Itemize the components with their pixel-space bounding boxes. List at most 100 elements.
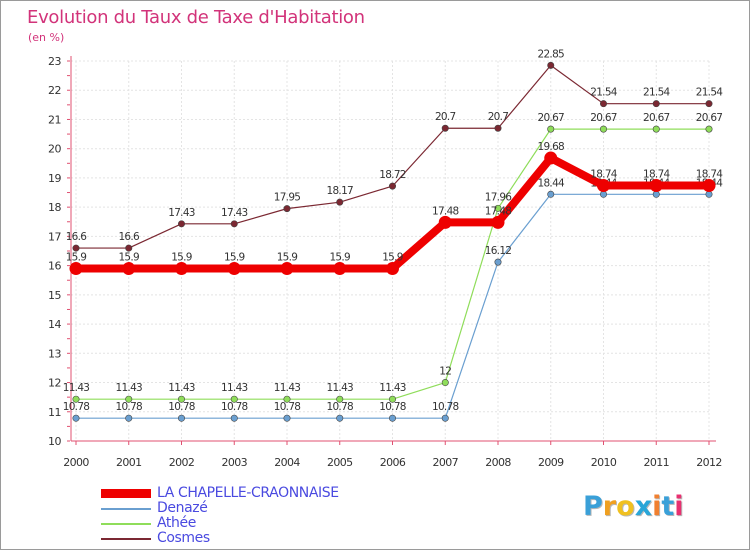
data-point-denaze <box>705 190 713 198</box>
data-label-athee: 17.96 <box>485 191 513 203</box>
data-point-cosmes <box>494 124 502 132</box>
y-unit-label: (en %) <box>28 31 65 44</box>
data-label-cosmes: 17.43 <box>168 207 195 219</box>
data-point-athee <box>388 395 396 403</box>
data-point-athee <box>599 125 607 133</box>
data-point-cosmes <box>652 100 660 108</box>
data-point-cosmes <box>72 244 80 252</box>
data-point-cosmes <box>336 198 344 206</box>
y-tick-label: 18 <box>48 201 61 214</box>
data-point-la-chapelle-craonnaise <box>69 262 83 276</box>
x-tick-label: 2008 <box>485 456 511 469</box>
data-label-cosmes: 18.17 <box>326 185 353 197</box>
data-label-denaze: 10.78 <box>379 401 406 413</box>
x-tick-label: 2012 <box>696 456 722 469</box>
data-label-la-chapelle-craonnaise: 17.48 <box>485 205 512 217</box>
data-label-denaze: 10.78 <box>274 401 301 413</box>
y-tick-label: 14 <box>48 318 61 331</box>
legend: LA CHAPELLE-CRAONNAISE Denazé Athée Cosm… <box>101 485 421 546</box>
data-point-denaze <box>336 414 344 422</box>
y-tick-label: 20 <box>48 143 61 156</box>
data-label-denaze: 10.78 <box>63 401 90 413</box>
data-point-denaze <box>72 414 80 422</box>
legend-item-denaze: Denazé <box>101 500 421 516</box>
data-point-cosmes <box>547 61 555 69</box>
data-label-cosmes: 21.54 <box>643 87 671 99</box>
data-point-athee <box>547 125 555 133</box>
data-label-denaze: 10.78 <box>168 401 195 413</box>
data-point-denaze <box>652 190 660 198</box>
data-point-la-chapelle-craonnaise <box>544 151 558 165</box>
legend-label: Athée <box>157 515 196 531</box>
data-point-la-chapelle-craonnaise <box>491 215 505 229</box>
data-point-denaze <box>547 190 555 198</box>
y-tick-label: 21 <box>48 113 61 126</box>
data-label-la-chapelle-craonnaise: 19.68 <box>537 141 564 153</box>
y-tick-label: 12 <box>48 377 61 390</box>
x-tick-label: 2009 <box>538 456 564 469</box>
data-label-athee: 11.43 <box>326 382 353 394</box>
data-label-athee: 11.43 <box>168 382 195 394</box>
y-tick-label: 16 <box>48 260 61 273</box>
data-point-la-chapelle-craonnaise <box>438 215 452 229</box>
data-point-athee <box>178 395 186 403</box>
data-point-denaze <box>125 414 133 422</box>
data-point-athee <box>230 395 238 403</box>
data-label-athee: 11.43 <box>63 382 90 394</box>
data-label-cosmes: 21.54 <box>590 87 618 99</box>
data-label-denaze: 10.78 <box>432 401 459 413</box>
x-tick-label: 2000 <box>63 456 89 469</box>
x-tick-label: 2003 <box>221 456 247 469</box>
data-label-la-chapelle-craonnaise: 18.74 <box>696 169 724 181</box>
data-point-la-chapelle-craonnaise <box>386 262 399 276</box>
data-label-denaze: 10.78 <box>326 401 353 413</box>
data-point-la-chapelle-craonnaise <box>649 179 663 193</box>
data-label-athee: 20.67 <box>590 112 617 124</box>
data-point-denaze <box>230 414 238 422</box>
data-label-la-chapelle-craonnaise: 15.9 <box>329 252 350 264</box>
data-label-cosmes: 20.7 <box>435 111 456 123</box>
data-label-cosmes: 16.6 <box>118 231 140 243</box>
data-point-la-chapelle-craonnaise <box>280 262 294 276</box>
data-point-denaze <box>283 414 291 422</box>
y-tick-label: 19 <box>48 172 61 185</box>
data-label-denaze: 18.44 <box>537 177 565 189</box>
data-label-athee: 11.43 <box>221 382 248 394</box>
data-label-la-chapelle-craonnaise: 18.74 <box>590 169 618 181</box>
x-tick-label: 2005 <box>327 456 353 469</box>
data-point-cosmes <box>230 220 238 228</box>
data-label-la-chapelle-craonnaise: 15.9 <box>224 252 245 264</box>
data-point-athee <box>705 125 713 133</box>
x-tick-label: 2011 <box>643 456 669 469</box>
data-point-la-chapelle-craonnaise <box>702 179 716 193</box>
data-point-la-chapelle-craonnaise <box>175 262 188 276</box>
data-point-la-chapelle-craonnaise <box>333 262 347 276</box>
data-label-athee: 12 <box>439 366 451 378</box>
y-tick-label: 10 <box>48 435 61 448</box>
y-tick-label: 17 <box>48 230 61 243</box>
data-point-la-chapelle-craonnaise <box>597 179 610 193</box>
legend-swatch <box>101 523 151 525</box>
legend-label: Denazé <box>157 500 208 516</box>
data-point-denaze <box>178 414 186 422</box>
legend-label: LA CHAPELLE-CRAONNAISE <box>157 485 339 501</box>
legend-item-la-chapelle-craonnaise: LA CHAPELLE-CRAONNAISE <box>101 485 421 501</box>
data-label-athee: 20.67 <box>696 112 723 124</box>
data-point-athee <box>494 204 502 212</box>
data-label-la-chapelle-craonnaise: 15.9 <box>118 252 139 264</box>
data-label-la-chapelle-craonnaise: 15.9 <box>382 252 403 264</box>
data-point-denaze <box>599 190 607 198</box>
legend-item-athee: Athée <box>101 515 421 531</box>
data-label-denaze: 16.12 <box>485 245 512 257</box>
data-label-cosmes: 16.6 <box>66 231 88 243</box>
data-label-cosmes: 22.85 <box>537 48 564 60</box>
data-point-cosmes <box>705 100 713 108</box>
plot-area <box>71 61 711 441</box>
data-point-denaze <box>494 258 502 266</box>
data-point-athee <box>125 395 133 403</box>
data-label-denaze: 10.78 <box>221 401 248 413</box>
data-label-athee: 20.67 <box>643 112 670 124</box>
data-label-cosmes: 20.7 <box>488 111 509 123</box>
proxiti-logo: Proxiti <box>583 491 684 522</box>
